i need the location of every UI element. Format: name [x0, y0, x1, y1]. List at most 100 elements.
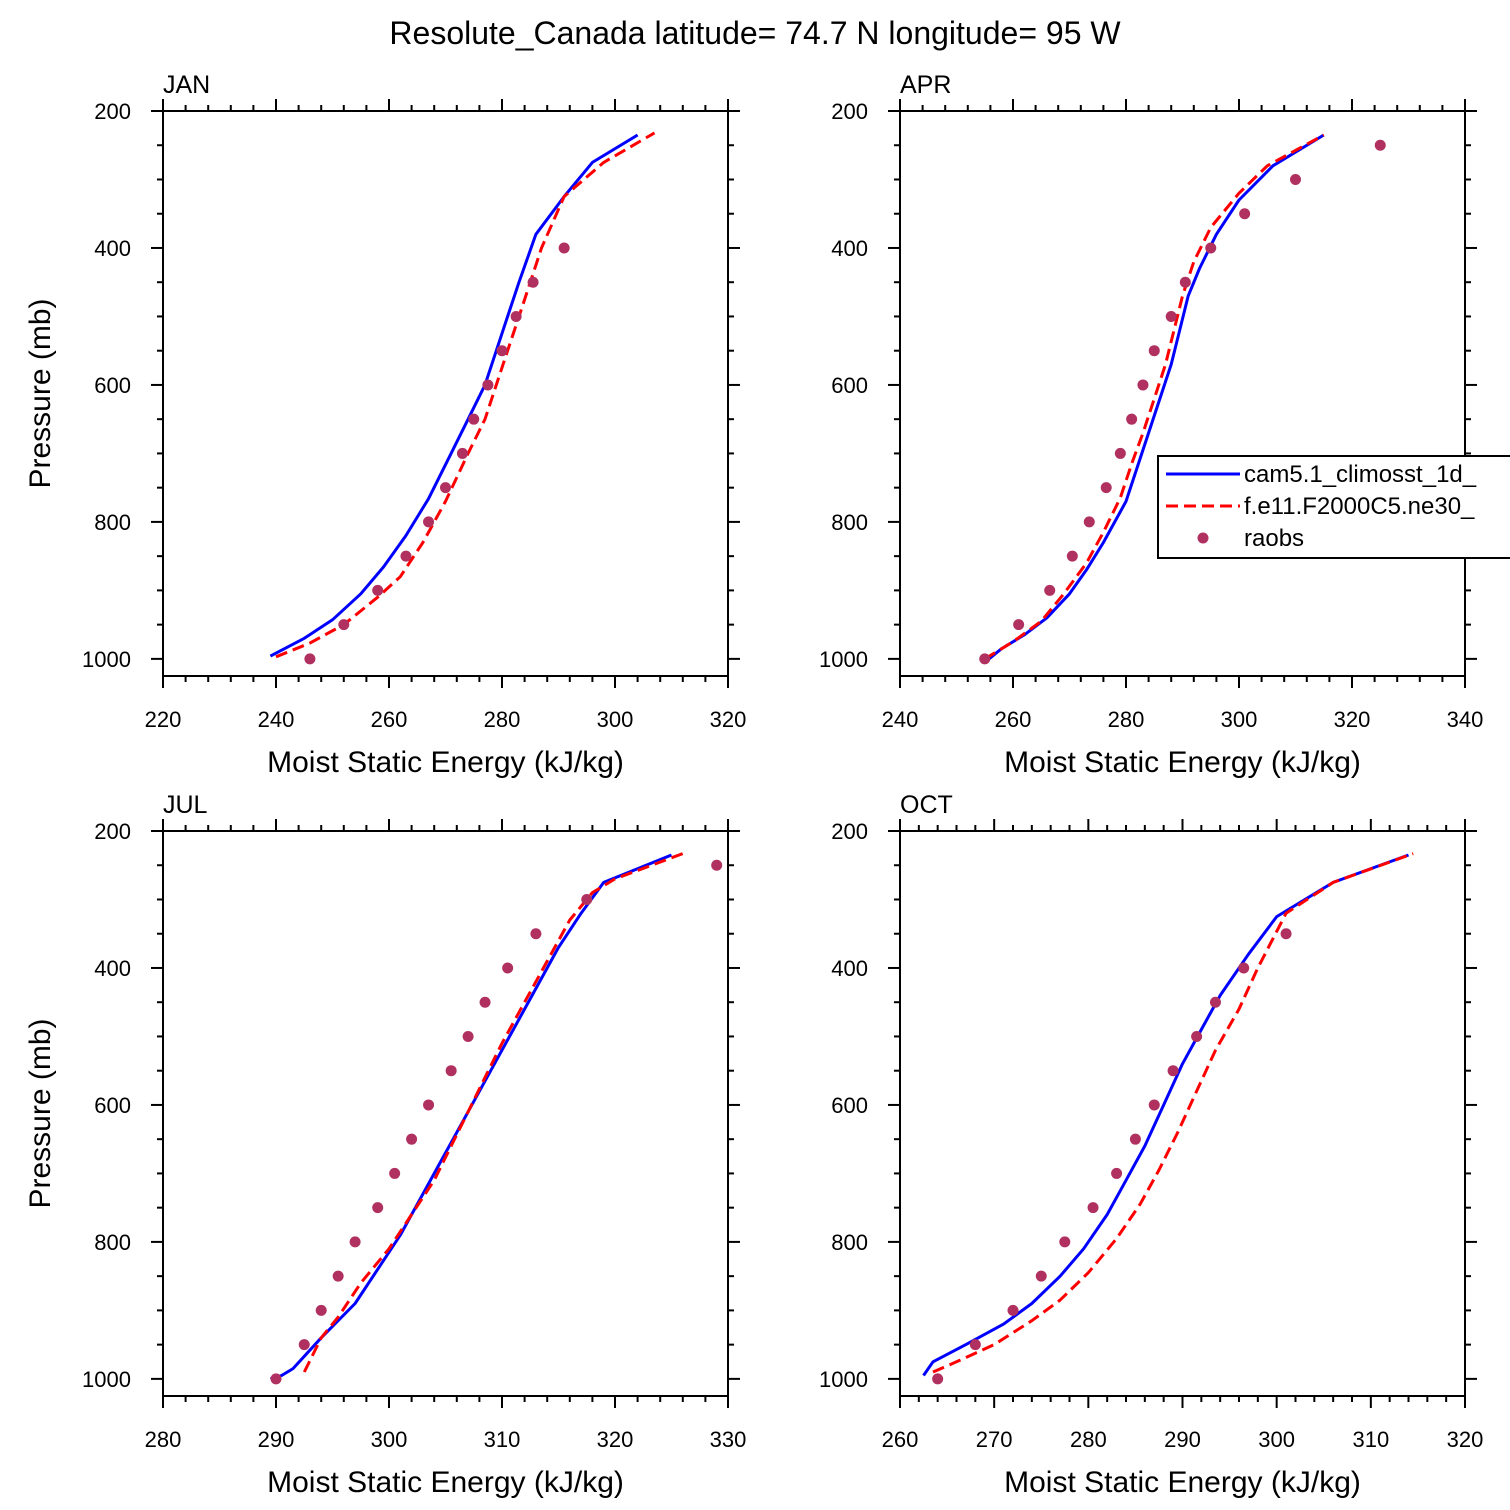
y-tick-label: 1000 [819, 647, 868, 672]
series-cam5-line [922, 853, 1410, 1377]
y-axis-label: Pressure (mb) [24, 1018, 57, 1208]
raobs-point [349, 1236, 361, 1248]
raobs-point [1191, 1030, 1203, 1042]
raobs-point [1087, 1202, 1099, 1214]
plot-frame [162, 830, 729, 1397]
raobs-point [1111, 1167, 1123, 1179]
series-cam5-line [983, 133, 1325, 664]
x-tick-label: 240 [258, 707, 295, 732]
y-tick-label: 1000 [819, 1367, 868, 1392]
raobs-point [1013, 619, 1025, 631]
series-f-e11-line [302, 852, 684, 1373]
raobs-point [1035, 1270, 1047, 1282]
y-tick-label: 200 [94, 819, 131, 844]
raobs-point [304, 653, 316, 665]
raobs-point [1066, 550, 1078, 562]
raobs-point [558, 242, 570, 254]
y-tick-label: 400 [94, 236, 131, 261]
raobs-point [1137, 379, 1149, 391]
raobs-point [1290, 173, 1301, 185]
figure-title: Resolute_Canada latitude= 74.7 N longitu… [389, 15, 1121, 51]
raobs-point [468, 413, 480, 425]
raobs-point [527, 276, 539, 288]
raobs-point [338, 619, 350, 631]
y-tick-label: 600 [94, 1093, 131, 1118]
raobs-point [711, 859, 723, 871]
raobs-point [932, 1373, 944, 1385]
raobs-point [496, 345, 508, 357]
series-cam5-line [269, 133, 639, 658]
raobs-point [423, 516, 435, 528]
y-tick-label: 600 [831, 1093, 868, 1118]
legend-label: cam5.1_climosst_1d_ [1244, 461, 1477, 488]
raobs-point [1165, 310, 1177, 322]
raobs-point [462, 1030, 474, 1042]
panel-title: JAN [163, 71, 210, 99]
raobs-point [969, 1339, 981, 1351]
x-tick-label: 310 [1352, 1427, 1389, 1452]
raobs-point [1044, 584, 1056, 596]
plot-frame [899, 830, 1466, 1397]
panels: 220 240 260 280 300 320 200 400 600 800 1000 JAN Moi… [24, 71, 1483, 1499]
raobs-point [979, 653, 991, 665]
y-tick-label: 400 [831, 956, 868, 981]
x-tick-label: 300 [597, 707, 634, 732]
x-tick-label: 280 [1070, 1427, 1107, 1452]
panel-jul: 280 290 300 310 320 330 200 400 600 800 1000 JUL Moi… [24, 791, 746, 1499]
x-tick-label: 310 [484, 1427, 521, 1452]
y-tick-label: 1000 [82, 647, 131, 672]
y-tick-label: 600 [831, 373, 868, 398]
raobs-point [1126, 413, 1138, 425]
raobs-point [1167, 1065, 1179, 1077]
raobs-point [332, 1270, 344, 1282]
raobs-point [1148, 345, 1160, 357]
raobs-point [440, 482, 451, 494]
x-tick-label: 280 [145, 1427, 182, 1452]
panel-title: JUL [163, 791, 208, 819]
x-tick-label: 320 [710, 707, 747, 732]
raobs-point [456, 447, 468, 459]
raobs-point [581, 893, 593, 905]
y-tick-label: 800 [831, 510, 868, 535]
panel-jan: 220 240 260 280 300 320 200 400 600 800 1000 JAN Moi… [24, 71, 746, 779]
raobs-point [298, 1339, 310, 1351]
raobs-point [1007, 1304, 1019, 1316]
raobs-point [406, 1133, 418, 1145]
x-axis-label: Moist Static Energy (kJ/kg) [1004, 746, 1361, 779]
raobs-point [510, 310, 522, 322]
raobs-point [1179, 276, 1191, 288]
x-tick-label: 260 [995, 707, 1032, 732]
panel-title: APR [900, 71, 951, 99]
x-tick-label: 270 [976, 1427, 1013, 1452]
raobs-point [479, 996, 491, 1008]
raobs-point [372, 584, 384, 596]
legend: cam5.1_climosst_1d_ f.e11.F2000C5.ne30_ra… [1157, 455, 1510, 559]
raobs-point [1205, 242, 1217, 254]
x-tick-label: 260 [882, 1427, 919, 1452]
raobs-point [372, 1202, 384, 1214]
panel-oct: 260 270 280 290 300 310 320 200 400 600 800 1000 OCT… [819, 791, 1483, 1499]
data-layer [922, 852, 1414, 1385]
x-tick-label: 320 [597, 1427, 634, 1452]
y-tick-label: 200 [831, 819, 868, 844]
data-layer [269, 131, 656, 665]
raobs-point [270, 1373, 282, 1385]
raobs-point [502, 962, 514, 974]
legend-label: f.e11.F2000C5.ne30_ [1244, 493, 1475, 520]
raobs-point [1059, 1236, 1071, 1248]
panel-apr: 240 260 280 300 320 340 200 400 600 800 1000 APR Moi… [819, 71, 1483, 779]
raobs-point [1374, 139, 1386, 151]
raobs-point [1100, 482, 1112, 494]
x-tick-label: 280 [484, 707, 521, 732]
legend-swatch-raobs [1197, 532, 1209, 544]
x-tick-label: 290 [1164, 1427, 1201, 1452]
x-tick-label: 280 [1108, 707, 1145, 732]
raobs-point [1280, 928, 1292, 940]
raobs-point [1114, 447, 1126, 459]
x-tick-label: 300 [1221, 707, 1258, 732]
series-cam5-line [269, 853, 673, 1381]
raobs-point [445, 1065, 457, 1077]
plot-frame [162, 110, 729, 677]
series-f-e11-line [932, 852, 1414, 1374]
x-axis-label: Moist Static Energy (kJ/kg) [267, 1466, 624, 1499]
